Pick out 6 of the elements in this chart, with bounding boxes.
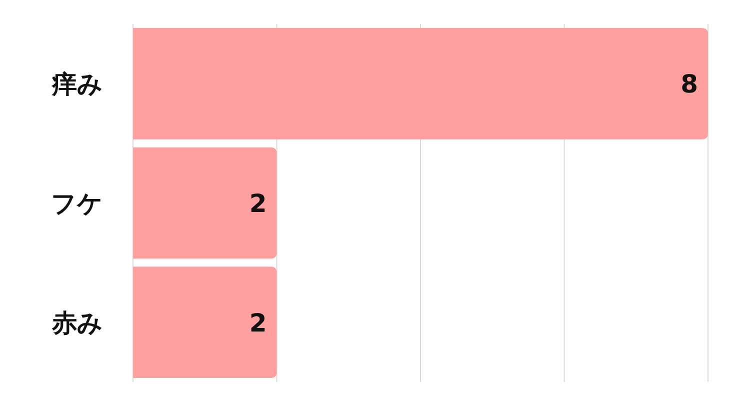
y-tick-label: 痒み bbox=[51, 70, 103, 99]
data-label: 2 bbox=[249, 189, 267, 218]
data-label: 8 bbox=[680, 70, 698, 99]
y-tick-label: フケ bbox=[51, 189, 103, 218]
y-tick-label: 赤み bbox=[51, 308, 103, 338]
data-label: 2 bbox=[249, 308, 267, 338]
